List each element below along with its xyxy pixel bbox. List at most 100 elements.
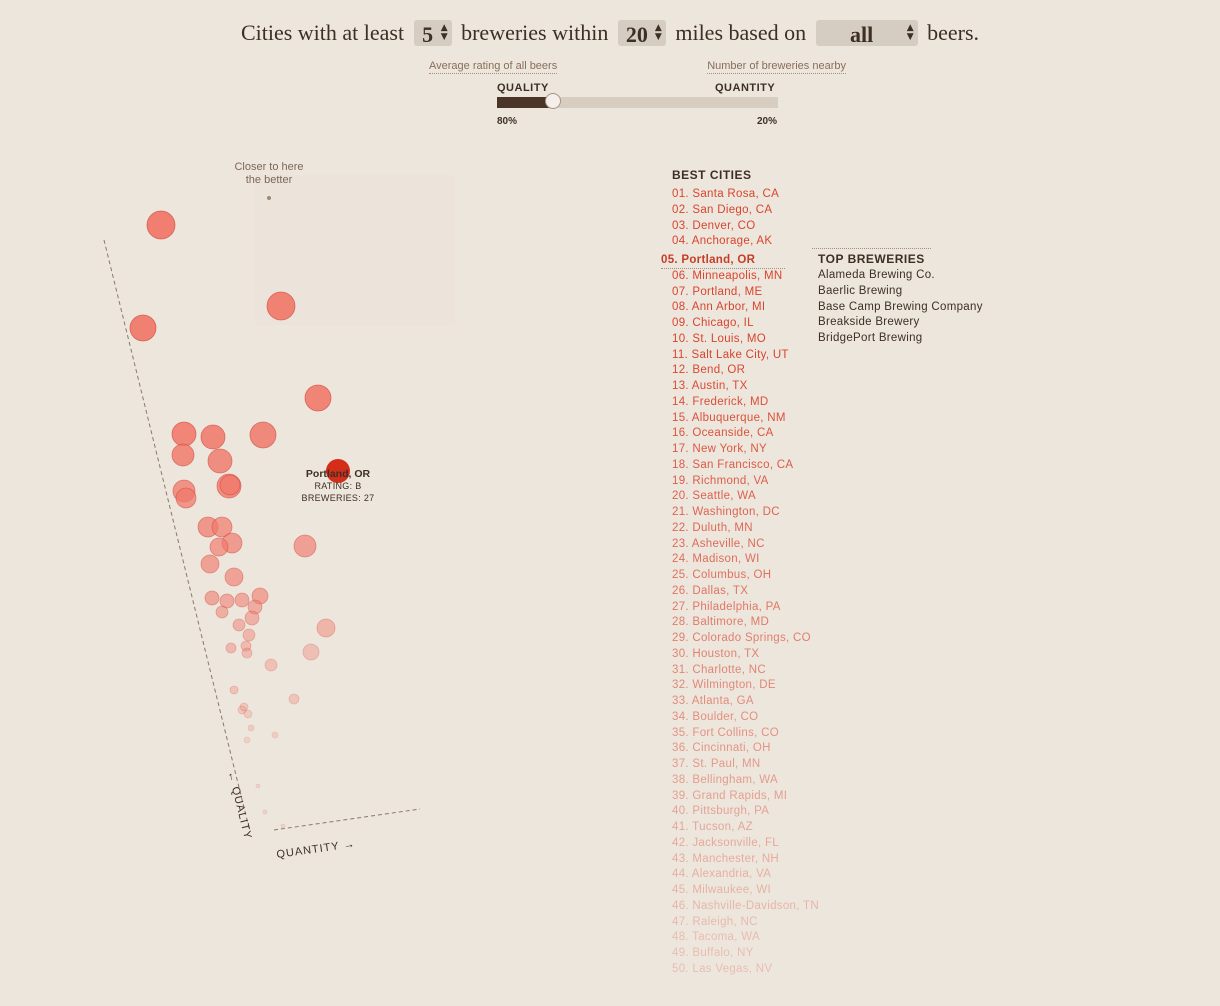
city-dot[interactable] (232, 618, 246, 632)
city-list-item[interactable]: 47. Raleigh, NC (672, 915, 758, 928)
city-dot[interactable] (200, 424, 226, 450)
city-dot[interactable] (200, 554, 220, 574)
city-list-item[interactable]: 27. Philadelphia, PA (672, 600, 781, 613)
city-list-item[interactable]: 38. Bellingham, WA (672, 773, 778, 786)
selected-city-dot[interactable] (326, 459, 350, 483)
city-list-item[interactable]: 32. Wilmington, DE (672, 679, 776, 692)
city-list-item[interactable]: 02. San Diego, CA (672, 203, 773, 216)
city-dot[interactable] (129, 314, 157, 342)
city-dot[interactable] (219, 474, 241, 496)
city-dot[interactable] (266, 291, 296, 321)
city-list-item[interactable]: 10. St. Louis, MO (672, 332, 766, 345)
city-list-item[interactable]: 26. Dallas, TX (672, 584, 749, 597)
city-dot[interactable] (255, 783, 261, 789)
city-dot[interactable] (224, 567, 244, 587)
city-dot[interactable] (288, 693, 300, 705)
slider-track[interactable] (497, 93, 778, 109)
city-list-item[interactable]: 36. Cincinnati, OH (672, 742, 771, 755)
city-list-item[interactable]: 16. Oceanside, CA (672, 427, 774, 440)
city-list-item[interactable]: 14. Frederick, MD (672, 395, 769, 408)
miles-select[interactable]: 20 ▲ ▼ (617, 19, 666, 47)
city-list-item[interactable]: 22. Duluth, MN (672, 521, 753, 534)
city-list-item[interactable]: 41. Tucson, AZ (672, 821, 753, 833)
city-dot[interactable] (215, 605, 229, 619)
city-list-item[interactable]: 49. Buffalo, NY (672, 947, 754, 959)
city-list-item[interactable]: 12. Bend, OR (672, 364, 746, 377)
city-dot[interactable] (239, 702, 249, 712)
city-list-item[interactable]: 44. Alexandria, VA (672, 868, 772, 881)
city-dot[interactable] (171, 443, 195, 467)
city-row: 13. Austin, TX (672, 379, 819, 395)
city-dot[interactable] (247, 724, 255, 732)
city-dot[interactable] (225, 642, 237, 654)
city-dot[interactable] (204, 590, 220, 606)
city-list-item[interactable]: 15. Albuquerque, NM (672, 411, 786, 424)
selected-city-item[interactable]: 05. Portland, OR (661, 253, 786, 269)
slider-handle[interactable] (545, 93, 562, 109)
city-list-item[interactable]: 42. Jacksonville, FL (672, 836, 779, 849)
city-list-item[interactable]: 33. Atlanta, GA (672, 695, 754, 707)
city-list-item[interactable]: 40. Pittsburgh, PA (672, 805, 770, 818)
city-dot[interactable] (240, 640, 252, 652)
city-list-item[interactable]: 46. Nashville-Davidson, TN (672, 899, 819, 912)
city-dot[interactable] (316, 618, 336, 638)
city-dot[interactable] (243, 736, 251, 744)
city-list-item[interactable]: 03. Denver, CO (672, 219, 756, 232)
city-list-item[interactable]: 43. Manchester, NH (672, 852, 780, 865)
city-list-item[interactable]: 37. St. Paul, MN (672, 758, 761, 770)
city-list-item[interactable]: 29. Colorado Springs, CO (672, 632, 811, 644)
city-list-item[interactable]: 11. Salt Lake City, UT (672, 348, 789, 361)
city-dot[interactable] (264, 658, 278, 672)
city-list-item[interactable]: 39. Grand Rapids, MI (672, 789, 788, 802)
city-list-item[interactable]: 07. Portland, ME (672, 285, 763, 298)
city-list-item[interactable]: 08. Ann Arbor, MI (672, 301, 766, 314)
city-list-item[interactable]: 06. Minneapolis, MN (672, 269, 783, 282)
city-dot[interactable] (241, 647, 253, 659)
city-list-item[interactable]: 19. Richmond, VA (672, 474, 769, 487)
city-list-item[interactable]: 31. Charlotte, NC (672, 663, 766, 676)
city-dot[interactable] (237, 705, 247, 715)
min-breweries-select[interactable]: 5 ▲ ▼ (413, 19, 452, 47)
city-dot[interactable] (293, 534, 317, 558)
city-dot[interactable] (271, 731, 279, 739)
city-dot[interactable] (207, 448, 233, 474)
city-list-item[interactable]: 25. Columbus, OH (672, 569, 772, 581)
city-dot[interactable] (209, 537, 229, 557)
city-dot[interactable] (302, 643, 320, 661)
city-dot[interactable] (171, 421, 197, 447)
city-dot[interactable] (175, 487, 197, 509)
city-dot[interactable] (243, 709, 253, 719)
city-list-item[interactable]: 28. Baltimore, MD (672, 616, 770, 629)
city-list-item[interactable]: 18. San Francisco, CA (672, 458, 794, 471)
city-list-item[interactable]: 17. New York, NY (672, 443, 767, 455)
city-dot[interactable] (247, 599, 263, 615)
city-row: 06. Minneapolis, MN (672, 269, 819, 285)
city-dot[interactable] (146, 210, 176, 240)
city-dot[interactable] (219, 593, 235, 609)
city-list-item[interactable]: 35. Fort Collins, CO (672, 726, 779, 739)
city-row: 38. Bellingham, WA (672, 773, 819, 789)
city-list-item[interactable]: 04. Anchorage, AK (672, 235, 773, 248)
city-list-item[interactable]: 45. Milwaukee, WI (672, 884, 772, 896)
city-list-item[interactable]: 50. Las Vegas, NV (672, 962, 773, 975)
city-list-item[interactable]: 30. Houston, TX (672, 647, 760, 660)
city-list-item[interactable]: 21. Washington, DC (672, 506, 780, 518)
beer-filter-select[interactable]: all ▲ ▼ (815, 19, 918, 47)
city-list-item[interactable]: 09. Chicago, IL (672, 317, 754, 329)
city-dot[interactable] (242, 628, 256, 642)
city-list-item[interactable]: 24. Madison, WI (672, 553, 760, 566)
city-dot[interactable] (244, 610, 260, 626)
city-list-item[interactable]: 48. Tacoma, WA (672, 931, 760, 944)
city-list-item[interactable]: 13. Austin, TX (672, 380, 748, 392)
city-dot[interactable] (249, 421, 277, 449)
city-dot[interactable] (234, 592, 250, 608)
city-dot[interactable] (229, 685, 239, 695)
city-list-item[interactable]: 34. Boulder, CO (672, 710, 759, 723)
city-list-item[interactable]: 01. Santa Rosa, CA (672, 188, 780, 200)
city-dot[interactable] (211, 516, 233, 538)
city-dot[interactable] (304, 384, 332, 412)
city-list-item[interactable]: 20. Seattle, WA (672, 490, 756, 503)
city-dot[interactable] (262, 809, 268, 815)
city-dot[interactable] (280, 823, 286, 829)
city-list-item[interactable]: 23. Asheville, NC (672, 537, 765, 550)
